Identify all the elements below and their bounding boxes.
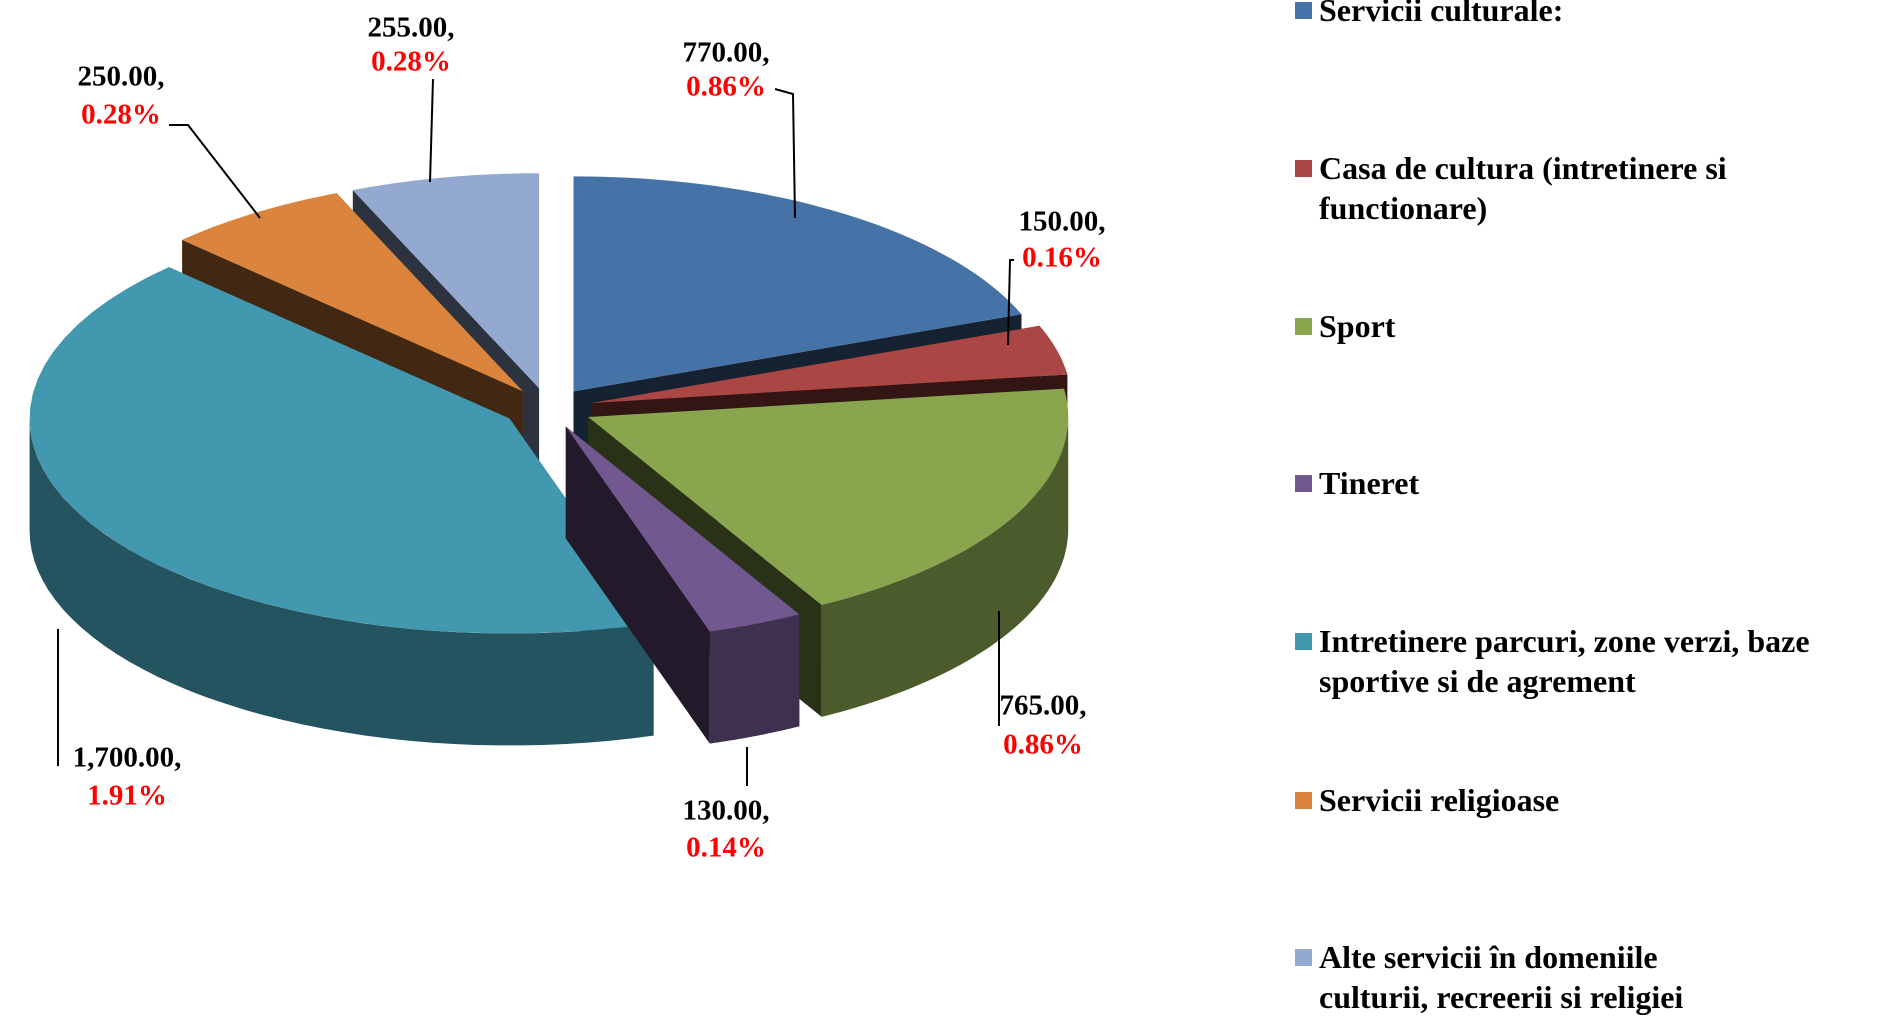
leader-line xyxy=(774,88,796,219)
pie-chart: 770.00,0.86%150.00,0.16%765.00,0.86%130.… xyxy=(29,12,1106,864)
value-label: 255.00, xyxy=(368,12,455,44)
slice-top xyxy=(182,193,523,392)
legend-swatch xyxy=(1295,160,1312,177)
value-label: 1,700.00, xyxy=(73,742,182,774)
legend-item: Alte servicii în domeniile culturii, rec… xyxy=(1295,937,1749,1017)
percentage-label: 0.86% xyxy=(1003,729,1083,761)
slice-top xyxy=(565,426,800,632)
value-label: 770.00, xyxy=(683,37,770,69)
legend-label: Servicii religioase xyxy=(1319,782,1560,818)
percentage-label: 0.16% xyxy=(1022,242,1102,274)
leader-line xyxy=(1007,259,1014,346)
legend-swatch xyxy=(1295,792,1312,809)
legend-label: Casa de cultura (intretinere si function… xyxy=(1319,150,1727,226)
slice-top xyxy=(588,388,1069,605)
legend-swatch xyxy=(1295,949,1312,966)
value-label: 250.00, xyxy=(78,61,165,93)
legend-item: Tineret xyxy=(1295,463,1897,503)
percentage-label: 0.86% xyxy=(686,71,766,103)
slice-edge-wall xyxy=(565,426,710,744)
value-label: 150.00, xyxy=(1019,206,1106,238)
legend-item: Servicii culturale: xyxy=(1295,0,1897,30)
legend-item: Intretinere parcuri, zone verzi, baze sp… xyxy=(1295,621,1897,701)
slice xyxy=(565,426,800,744)
legend-label: Alte servicii în domeniile culturii, rec… xyxy=(1319,939,1684,1015)
legend-swatch xyxy=(1295,318,1312,335)
legend-swatch xyxy=(1295,475,1312,492)
legend-item: Casa de cultura (intretinere si function… xyxy=(1295,148,1839,228)
percentage-label: 0.28% xyxy=(371,46,451,78)
legend-label: Tineret xyxy=(1319,465,1420,501)
legend-item: Sport xyxy=(1295,306,1897,346)
slice-outer-wall xyxy=(821,417,1069,717)
leader-line xyxy=(169,124,261,219)
legend-label: Servicii culturale: xyxy=(1319,0,1564,28)
legend-swatch xyxy=(1295,633,1312,650)
value-label: 130.00, xyxy=(683,795,770,827)
legend-label: Sport xyxy=(1319,308,1396,344)
percentage-label: 1.91% xyxy=(87,780,167,812)
legend-swatch xyxy=(1295,2,1312,19)
slice-top xyxy=(591,325,1068,403)
legend-item: Servicii religioase xyxy=(1295,780,1897,820)
slice-outer-wall xyxy=(709,614,800,744)
slice-top xyxy=(352,173,540,389)
slice xyxy=(29,267,654,746)
legend-label: Intretinere parcuri, zone verzi, baze sp… xyxy=(1319,623,1810,699)
percentage-label: 0.28% xyxy=(81,99,161,131)
slice-top xyxy=(29,267,654,634)
slice-top xyxy=(573,176,1022,392)
percentage-label: 0.14% xyxy=(686,832,766,864)
leader-line xyxy=(429,78,434,183)
value-label: 765.00, xyxy=(1000,690,1087,722)
slice-outer-wall xyxy=(29,418,654,746)
